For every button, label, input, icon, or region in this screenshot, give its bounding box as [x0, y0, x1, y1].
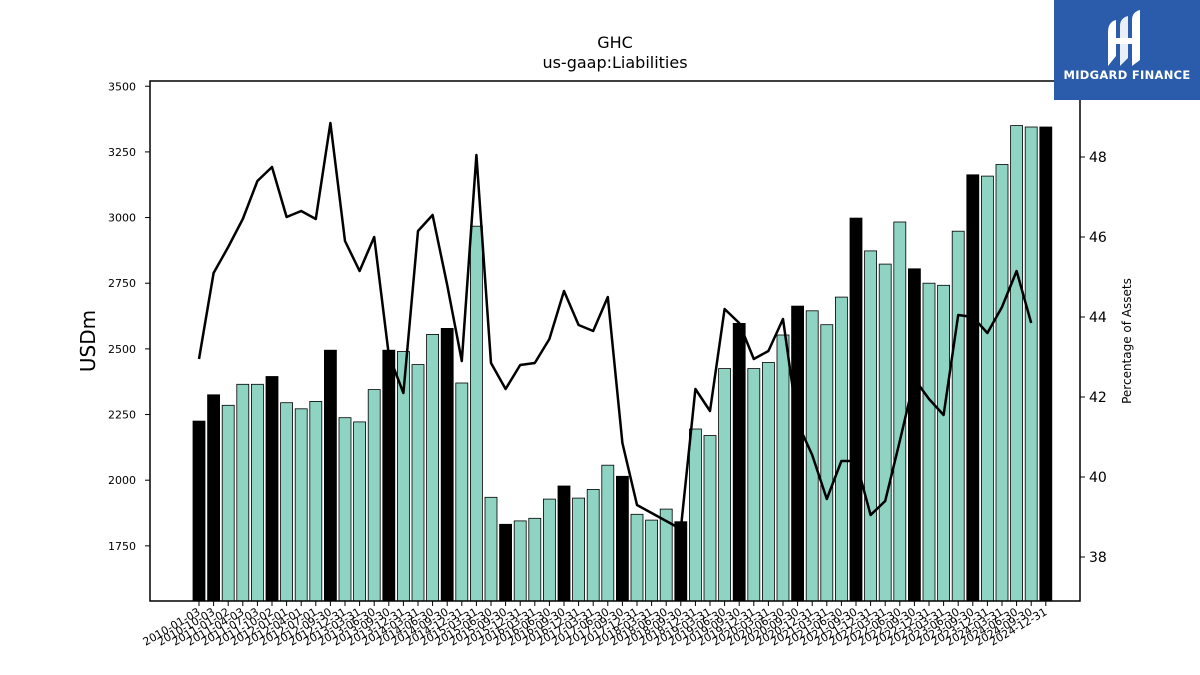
y-axis-left: 1750 2000 2250 2500 2750 3000 3250 3500 — [108, 80, 150, 553]
bar-2022-03-31 — [878, 263, 892, 602]
bar-2012-12-31 — [338, 417, 352, 602]
bar-2011-07-03 — [250, 383, 264, 602]
bar-series — [192, 125, 1053, 602]
bar-2017-12-31 — [630, 513, 644, 602]
bar-2022-06-30 — [893, 221, 907, 602]
bar-2011-10-02 — [265, 376, 279, 602]
bar-2014-03-31 — [411, 364, 425, 602]
bar-2022-12-31 — [922, 282, 936, 602]
bar-2023-06-30 — [951, 230, 965, 602]
bar-2015-06-30 — [484, 496, 498, 602]
percentage-line — [197, 121, 1033, 531]
bar-2021-12-31 — [864, 250, 877, 602]
bar-2018-09-30 — [674, 521, 688, 602]
bar-2015-12-31 — [513, 520, 527, 602]
bar-2011-01-02 — [221, 404, 235, 602]
y-tick-label: 2000 — [108, 474, 136, 487]
midgard-logo-icon — [1108, 10, 1140, 66]
y2-tick-label: 42 — [1089, 390, 1107, 406]
y-tick-label: 3250 — [108, 146, 136, 159]
bar-2016-12-31 — [572, 497, 585, 602]
line-series — [197, 121, 1033, 531]
bar-2014-06-30 — [426, 333, 440, 602]
bar-2019-09-30 — [732, 322, 746, 602]
chart-subtitle: us-gaap:Liabilities — [542, 53, 687, 72]
x-axis: 2010-01-032010-10-032011-01-022011-04-03… — [141, 601, 1049, 649]
bar-2023-09-30 — [966, 174, 980, 602]
bar-2012-01-01 — [280, 402, 294, 602]
bar-2019-03-31 — [703, 435, 717, 602]
y2-tick-label: 44 — [1089, 310, 1107, 326]
bar-2017-03-31 — [586, 488, 600, 602]
y-tick-label: 2750 — [108, 277, 136, 290]
bar-2015-03-31 — [469, 225, 483, 602]
bar-2017-09-30 — [616, 475, 629, 602]
bar-2014-09-30 — [440, 327, 454, 602]
y2-tick-label: 40 — [1089, 470, 1107, 486]
bar-2015-09-30 — [499, 523, 513, 602]
bar-2024-06-30 — [1010, 125, 1023, 602]
bar-2011-04-03 — [236, 383, 250, 602]
bar-2013-06-30 — [367, 389, 381, 602]
bar-2024-12-31 — [1039, 126, 1053, 602]
bar-2022-09-30 — [908, 268, 921, 602]
bar-2020-06-30 — [776, 334, 790, 602]
bar-2017-06-30 — [601, 464, 615, 602]
y2-tick-label: 38 — [1089, 550, 1107, 566]
bar-2012-04-01 — [294, 408, 308, 602]
bar-2010-10-03 — [207, 394, 221, 602]
bar-2019-12-31 — [747, 368, 761, 602]
y-tick-label: 3500 — [108, 80, 136, 93]
bar-2021-09-30 — [849, 217, 863, 602]
bar-2012-09-30 — [323, 349, 337, 602]
brand-name: MIDGARD FINANCE — [1063, 68, 1191, 82]
y2-tick-label: 46 — [1089, 230, 1107, 246]
plot-frame — [149, 80, 1081, 602]
y-tick-label: 2500 — [108, 343, 136, 356]
bar-2013-03-31 — [353, 421, 367, 602]
y2-axis-label: Percentage of Assets — [1120, 278, 1134, 404]
bar-2021-03-31 — [820, 324, 834, 602]
bar-2024-03-31 — [995, 164, 1009, 602]
bar-2013-09-30 — [382, 349, 396, 602]
bar-2023-03-31 — [937, 284, 950, 602]
bar-2016-09-30 — [557, 485, 571, 602]
bar-2024-09-30 — [1024, 126, 1038, 602]
brand-logo: MIDGARD FINANCE — [1054, 0, 1200, 100]
bar-2014-12-31 — [455, 382, 469, 602]
y-tick-label: 2250 — [108, 409, 136, 422]
bar-2023-12-31 — [981, 175, 994, 602]
bar-2019-06-30 — [718, 368, 731, 602]
bar-2018-12-31 — [689, 428, 702, 602]
bar-2010-01-03 — [192, 420, 206, 602]
chart-title: GHC — [597, 33, 633, 52]
y2-tick-label: 48 — [1089, 150, 1107, 166]
y-tick-label: 1750 — [108, 540, 136, 553]
bar-2018-03-31 — [645, 519, 658, 602]
y-tick-label: 3000 — [108, 212, 136, 225]
bar-2020-03-31 — [762, 362, 775, 602]
bar-2012-07-01 — [309, 400, 323, 602]
bar-2021-06-30 — [835, 296, 848, 602]
y-axis-right: 38 40 42 44 46 48 — [1080, 150, 1107, 566]
bar-2016-03-31 — [528, 517, 542, 602]
bar-2020-09-30 — [791, 305, 804, 602]
bar-2016-06-30 — [543, 498, 556, 602]
y-axis-label: USDm — [76, 310, 100, 372]
